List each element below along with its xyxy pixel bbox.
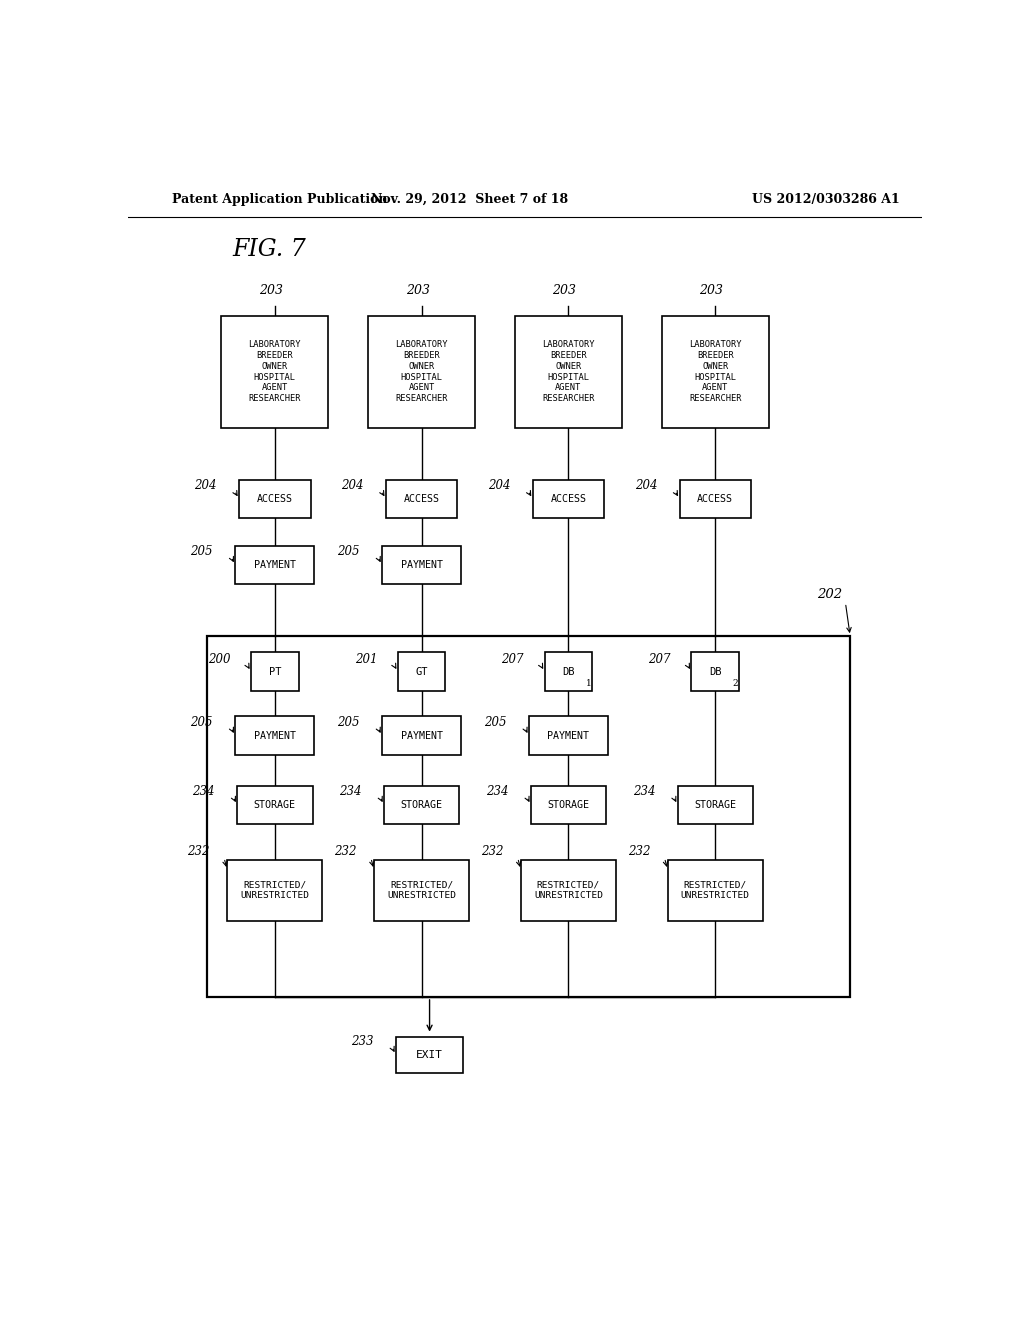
Text: 234: 234 [633, 784, 655, 797]
Text: PAYMENT: PAYMENT [548, 731, 590, 741]
Text: 203: 203 [699, 284, 723, 297]
Text: 2: 2 [733, 678, 738, 688]
Text: DB: DB [562, 667, 574, 677]
FancyBboxPatch shape [368, 315, 475, 428]
FancyBboxPatch shape [532, 479, 604, 519]
Text: LABORATORY
BREEDER
OWNER
HOSPITAL
AGENT
RESEARCHER: LABORATORY BREEDER OWNER HOSPITAL AGENT … [249, 341, 301, 403]
FancyBboxPatch shape [386, 479, 458, 519]
FancyBboxPatch shape [382, 717, 462, 755]
Text: RESTRICTED/
UNRESTRICTED: RESTRICTED/ UNRESTRICTED [534, 880, 603, 900]
Text: LABORATORY
BREEDER
OWNER
HOSPITAL
AGENT
RESEARCHER: LABORATORY BREEDER OWNER HOSPITAL AGENT … [689, 341, 741, 403]
Text: RESTRICTED/
UNRESTRICTED: RESTRICTED/ UNRESTRICTED [681, 880, 750, 900]
FancyBboxPatch shape [396, 1036, 463, 1073]
FancyBboxPatch shape [384, 785, 460, 824]
FancyBboxPatch shape [545, 652, 592, 690]
Text: 233: 233 [351, 1035, 374, 1048]
FancyBboxPatch shape [397, 652, 445, 690]
Text: STORAGE: STORAGE [548, 800, 590, 810]
FancyBboxPatch shape [236, 717, 314, 755]
Text: 232: 232 [628, 845, 650, 858]
FancyBboxPatch shape [240, 479, 310, 519]
FancyBboxPatch shape [528, 717, 608, 755]
Text: 234: 234 [339, 784, 361, 797]
Text: PAYMENT: PAYMENT [254, 560, 296, 570]
Text: 203: 203 [406, 284, 430, 297]
Text: STORAGE: STORAGE [400, 800, 442, 810]
FancyBboxPatch shape [236, 545, 314, 585]
Text: Patent Application Publication: Patent Application Publication [172, 193, 387, 206]
Text: ACCESS: ACCESS [403, 494, 439, 504]
Text: 234: 234 [193, 784, 215, 797]
Text: 207: 207 [502, 652, 524, 665]
Text: ACCESS: ACCESS [697, 494, 733, 504]
Text: FIG. 7: FIG. 7 [232, 239, 306, 261]
Text: LABORATORY
BREEDER
OWNER
HOSPITAL
AGENT
RESEARCHER: LABORATORY BREEDER OWNER HOSPITAL AGENT … [395, 341, 447, 403]
Text: PAYMENT: PAYMENT [254, 731, 296, 741]
Text: 204: 204 [488, 479, 511, 492]
Text: 232: 232 [481, 845, 504, 858]
Text: 201: 201 [354, 652, 377, 665]
FancyBboxPatch shape [678, 785, 753, 824]
Text: 207: 207 [648, 652, 671, 665]
Text: EXIT: EXIT [416, 1049, 443, 1060]
Text: 204: 204 [341, 479, 364, 492]
FancyBboxPatch shape [238, 785, 312, 824]
Text: Nov. 29, 2012  Sheet 7 of 18: Nov. 29, 2012 Sheet 7 of 18 [371, 193, 568, 206]
Text: PAYMENT: PAYMENT [400, 560, 442, 570]
Text: DB: DB [709, 667, 722, 677]
Text: 232: 232 [187, 845, 210, 858]
FancyBboxPatch shape [515, 315, 622, 428]
FancyBboxPatch shape [221, 315, 329, 428]
FancyBboxPatch shape [374, 859, 469, 921]
Text: 200: 200 [208, 652, 230, 665]
FancyBboxPatch shape [251, 652, 299, 690]
Text: PAYMENT: PAYMENT [400, 731, 442, 741]
Text: RESTRICTED/
UNRESTRICTED: RESTRICTED/ UNRESTRICTED [387, 880, 456, 900]
Text: RESTRICTED/
UNRESTRICTED: RESTRICTED/ UNRESTRICTED [241, 880, 309, 900]
FancyBboxPatch shape [668, 859, 763, 921]
FancyBboxPatch shape [662, 315, 769, 428]
Text: 232: 232 [334, 845, 356, 858]
Text: 234: 234 [486, 784, 509, 797]
Text: STORAGE: STORAGE [694, 800, 736, 810]
Text: 205: 205 [337, 545, 359, 558]
FancyBboxPatch shape [680, 479, 751, 519]
Text: 203: 203 [259, 284, 283, 297]
Text: PT: PT [268, 667, 281, 677]
Text: US 2012/0303286 A1: US 2012/0303286 A1 [753, 193, 900, 206]
FancyBboxPatch shape [691, 652, 739, 690]
Text: 204: 204 [195, 479, 217, 492]
Text: 202: 202 [817, 587, 842, 601]
Text: 203: 203 [553, 284, 577, 297]
Text: 1: 1 [586, 678, 592, 688]
Text: 204: 204 [635, 479, 657, 492]
FancyBboxPatch shape [521, 859, 616, 921]
Text: STORAGE: STORAGE [254, 800, 296, 810]
FancyBboxPatch shape [382, 545, 462, 585]
Text: LABORATORY
BREEDER
OWNER
HOSPITAL
AGENT
RESEARCHER: LABORATORY BREEDER OWNER HOSPITAL AGENT … [542, 341, 595, 403]
FancyBboxPatch shape [207, 636, 850, 997]
Text: 205: 205 [190, 545, 213, 558]
Text: ACCESS: ACCESS [257, 494, 293, 504]
Text: ACCESS: ACCESS [551, 494, 587, 504]
Text: 205: 205 [337, 715, 359, 729]
Text: GT: GT [416, 667, 428, 677]
Text: 205: 205 [484, 715, 507, 729]
FancyBboxPatch shape [530, 785, 606, 824]
FancyBboxPatch shape [227, 859, 323, 921]
Text: 205: 205 [190, 715, 213, 729]
